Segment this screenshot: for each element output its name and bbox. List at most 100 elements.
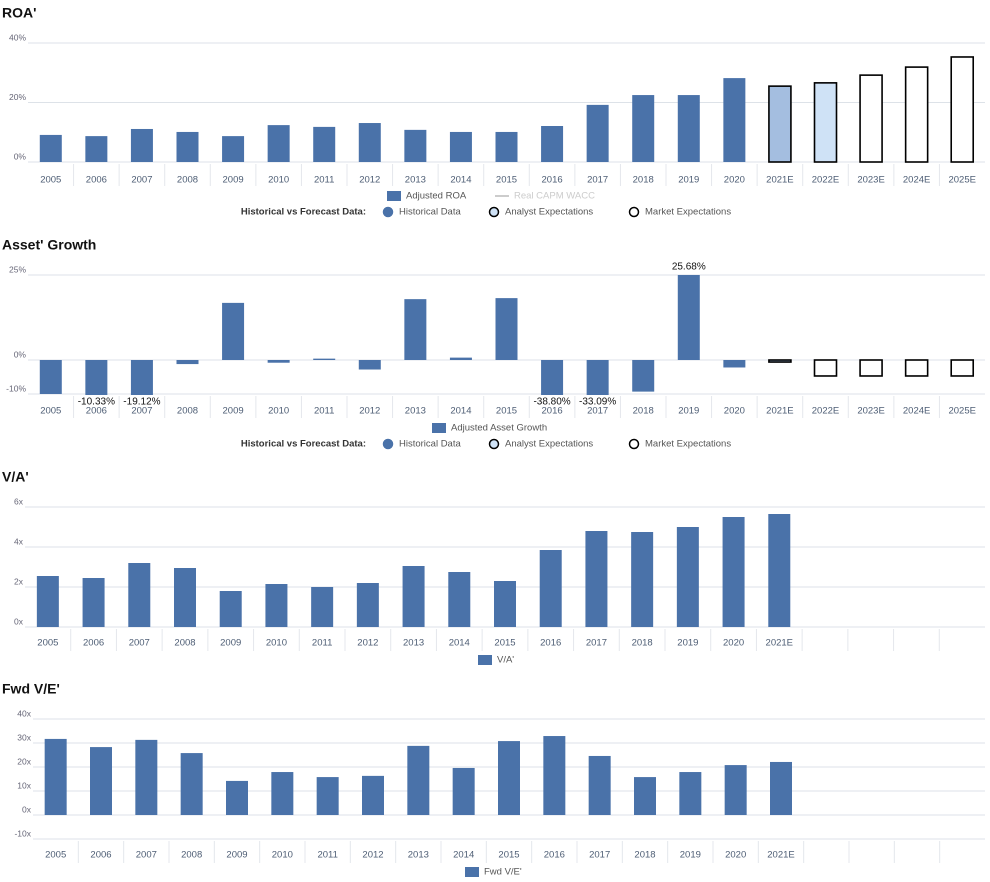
bar bbox=[44, 738, 67, 815]
x-tick-label: 2012 bbox=[357, 638, 378, 649]
legend-label: Analyst Expectations bbox=[505, 439, 593, 450]
x-tick-label: 2025E bbox=[948, 406, 975, 417]
bar bbox=[950, 359, 975, 377]
x-tick-label: 2021E bbox=[766, 175, 793, 186]
x-tick-label: 2010 bbox=[272, 850, 293, 861]
x-tick-label: 2012 bbox=[359, 175, 380, 186]
bar bbox=[448, 572, 471, 627]
x-tick-label: 2005 bbox=[40, 406, 61, 417]
bar bbox=[36, 576, 59, 627]
bar bbox=[135, 739, 158, 815]
bar bbox=[541, 126, 564, 162]
x-tick-label: 2019 bbox=[680, 850, 701, 861]
bar bbox=[950, 56, 975, 163]
legend-marker bbox=[628, 206, 640, 218]
x-tick-label: 2005 bbox=[40, 175, 61, 186]
x-tick-label: 2017 bbox=[589, 850, 610, 861]
value-label: 25.68% bbox=[672, 262, 706, 273]
bar bbox=[495, 131, 518, 162]
x-tick-label: 2008 bbox=[177, 406, 198, 417]
x-tick-label: 2016 bbox=[542, 406, 563, 417]
value-label: -10.33% bbox=[78, 397, 115, 408]
legend-label: Market Expectations bbox=[645, 439, 731, 450]
bar bbox=[265, 584, 288, 627]
bar bbox=[267, 360, 290, 363]
x-tick-label: 2011 bbox=[312, 638, 332, 649]
x-tick-label: 2009 bbox=[226, 850, 247, 861]
legend-label: Historical Data bbox=[399, 439, 461, 450]
x-tick-label: 2020 bbox=[723, 638, 744, 649]
x-tick-label: 2020 bbox=[725, 850, 746, 861]
bar bbox=[632, 95, 655, 162]
x-tick-label: 2020 bbox=[724, 175, 745, 186]
chart-title: ROA' bbox=[2, 5, 36, 21]
bar bbox=[267, 125, 290, 162]
value-label: -33.09% bbox=[579, 397, 616, 408]
legend-label: Real CAPM WACC bbox=[514, 191, 595, 202]
legend-label: Fwd V/E' bbox=[484, 867, 522, 878]
bar bbox=[176, 131, 199, 162]
x-tick-label: 2015 bbox=[496, 175, 517, 186]
bar bbox=[356, 583, 379, 627]
x-tick-label: 2005 bbox=[37, 638, 58, 649]
y-tick-label: 40x bbox=[17, 708, 31, 718]
bar bbox=[39, 134, 62, 162]
bar bbox=[174, 568, 196, 627]
x-tick-label: 2014 bbox=[450, 175, 471, 186]
bar bbox=[271, 772, 294, 815]
x-tick-label: 2006 bbox=[83, 638, 104, 649]
x-tick-label: 2014 bbox=[450, 406, 471, 417]
legend-label: Adjusted ROA bbox=[406, 191, 467, 202]
bar bbox=[176, 360, 199, 365]
x-tick-label: 2025E bbox=[948, 175, 975, 186]
bar bbox=[722, 517, 745, 627]
value-label: -19.12% bbox=[123, 397, 160, 408]
x-tick-label: 2007 bbox=[131, 406, 152, 417]
bar bbox=[768, 514, 791, 627]
chart-title: V/A' bbox=[2, 469, 29, 485]
x-tick-label: 2016 bbox=[540, 638, 561, 649]
bar bbox=[677, 95, 700, 162]
bar bbox=[226, 780, 248, 815]
bar bbox=[588, 755, 611, 815]
x-tick-label: 2022E bbox=[812, 175, 839, 186]
x-tick-label: 2018 bbox=[633, 406, 654, 417]
value-label: -38.80% bbox=[533, 397, 570, 408]
legend-title: Historical vs Forecast Data: bbox=[241, 207, 366, 218]
bar bbox=[316, 777, 339, 815]
bar bbox=[631, 532, 654, 627]
bar bbox=[222, 136, 245, 162]
chart-title: Asset' Growth bbox=[2, 237, 96, 253]
y-tick-label: 0x bbox=[14, 616, 24, 626]
bar bbox=[449, 357, 472, 360]
legend-swatch bbox=[478, 655, 492, 665]
bar bbox=[723, 78, 746, 162]
x-tick-label: 2013 bbox=[403, 638, 424, 649]
x-tick-label: 2019 bbox=[677, 638, 698, 649]
bar bbox=[859, 74, 883, 163]
x-tick-label: 2010 bbox=[268, 406, 289, 417]
bar bbox=[585, 531, 608, 627]
x-tick-label: 2008 bbox=[177, 175, 198, 186]
bar bbox=[494, 581, 516, 627]
x-tick-label: 2012 bbox=[359, 406, 380, 417]
x-tick-label: 2009 bbox=[220, 638, 241, 649]
bar bbox=[495, 298, 518, 360]
x-tick-label: 2010 bbox=[268, 175, 289, 186]
x-tick-label: 2018 bbox=[634, 850, 655, 861]
y-tick-label: 6x bbox=[14, 496, 24, 506]
legend-label: Adjusted Asset Growth bbox=[451, 423, 547, 434]
bar bbox=[313, 126, 336, 162]
y-tick-label: 0x bbox=[22, 804, 32, 814]
bar bbox=[676, 527, 699, 627]
y-tick-label: 2x bbox=[14, 576, 24, 586]
bar bbox=[222, 302, 245, 360]
x-tick-label: 2009 bbox=[223, 406, 244, 417]
x-tick-label: 2007 bbox=[131, 175, 152, 186]
y-tick-label: 10x bbox=[17, 780, 31, 790]
y-tick-label: -10x bbox=[14, 828, 31, 838]
bar bbox=[724, 765, 747, 815]
bar bbox=[813, 359, 838, 377]
bar bbox=[130, 360, 153, 395]
